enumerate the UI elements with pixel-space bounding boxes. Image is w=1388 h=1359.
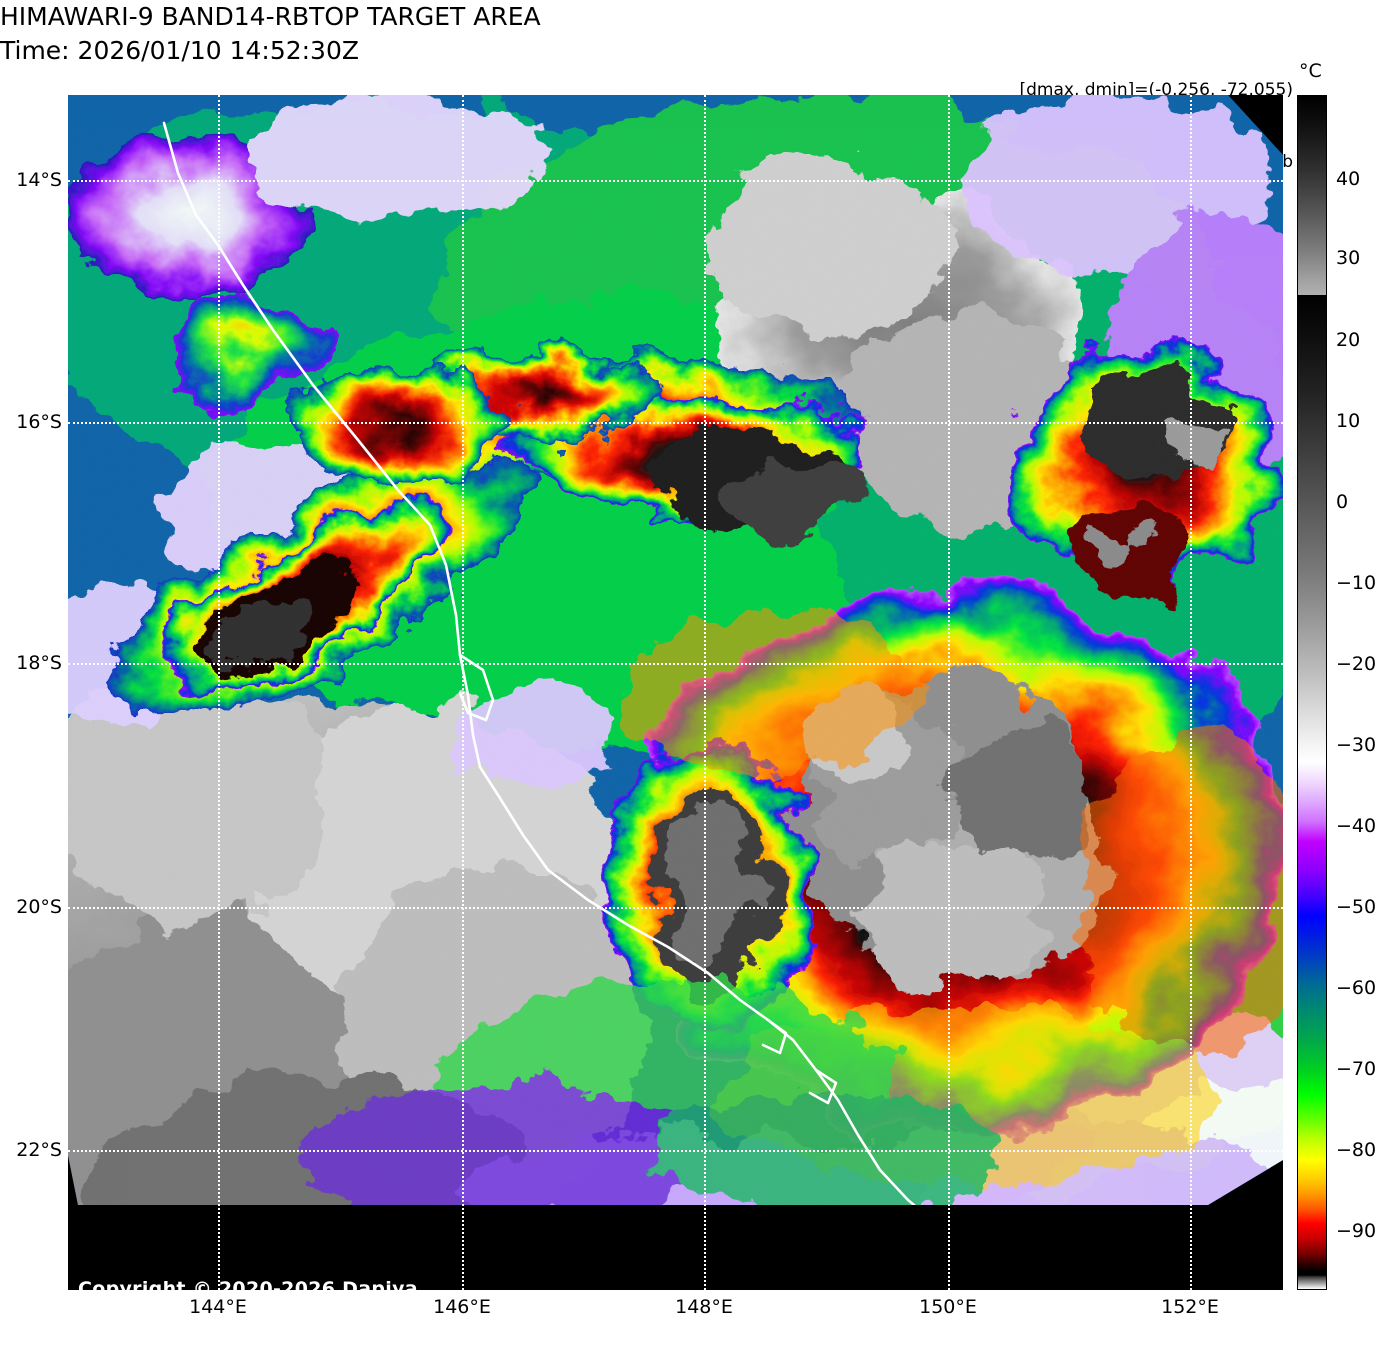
colorbar-unit-label: °C xyxy=(1299,60,1322,82)
y-axis-label-14S: 14°S xyxy=(16,169,62,191)
colorbar-warm-segment xyxy=(1298,96,1326,296)
page-title: HIMAWARI-9 BAND14-RBTOP TARGET AREA xyxy=(0,2,541,31)
copyright-label: Copyright © 2020-2026 Dapiya xyxy=(78,1278,418,1290)
colorbar-tick-20: 20 xyxy=(1336,329,1361,351)
x-axis-label-148E: 148°E xyxy=(675,1296,733,1318)
colorbar-tick-m70: −70 xyxy=(1336,1058,1377,1080)
coastline-overlay xyxy=(162,121,1000,1205)
colorbar-tick-m30: −30 xyxy=(1336,734,1377,756)
colorbar-rbtop-segment xyxy=(1298,295,1326,1289)
colorbar-tick-10: 10 xyxy=(1336,410,1361,432)
x-axis-label-146E: 146°E xyxy=(433,1296,491,1318)
colorbar-tick-m20: −20 xyxy=(1336,653,1377,675)
infrared-brightness-temperature-raster xyxy=(68,95,1283,1290)
x-axis-label-152E: 152°E xyxy=(1161,1296,1219,1318)
colorbar-tick-m80: −80 xyxy=(1336,1139,1377,1161)
colorbar-tick-m50: −50 xyxy=(1336,896,1377,918)
colorbar-tick-40: 40 xyxy=(1336,168,1361,190)
colorbar-tick-0: 0 xyxy=(1336,491,1349,513)
y-axis-label-16S: 16°S xyxy=(16,411,62,433)
title-block: HIMAWARI-9 BAND14-RBTOP TARGET AREA Time… xyxy=(0,0,1388,68)
colorbar-tick-m60: −60 xyxy=(1336,977,1377,999)
satellite-image-panel[interactable]: Copyright © 2020-2026 Dapiya xyxy=(68,95,1283,1290)
colorbar-tick-30: 30 xyxy=(1336,247,1361,269)
colorbar[interactable] xyxy=(1297,95,1327,1290)
colorbar-tick-m10: −10 xyxy=(1336,572,1377,594)
timestamp-label: Time: 2026/01/10 14:52:30Z xyxy=(0,36,359,65)
y-axis-label-20S: 20°S xyxy=(16,896,62,918)
colorbar-tick-m40: −40 xyxy=(1336,815,1377,837)
y-axis-label-22S: 22°S xyxy=(16,1139,62,1161)
colorbar-tick-m90: −90 xyxy=(1336,1220,1377,1242)
x-axis-label-150E: 150°E xyxy=(919,1296,977,1318)
y-axis-label-18S: 18°S xyxy=(16,652,62,674)
x-axis-label-144E: 144°E xyxy=(189,1296,247,1318)
